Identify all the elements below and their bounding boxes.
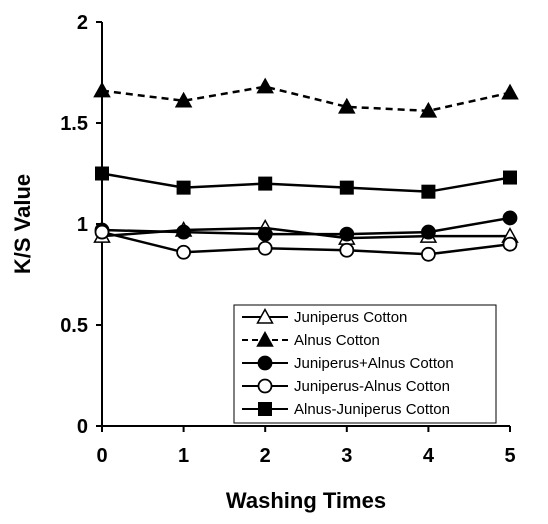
data-point — [257, 240, 273, 256]
data-point — [338, 97, 356, 114]
legend-label: Juniperus+Alnus Cotton — [294, 355, 454, 372]
series-line — [101, 172, 511, 193]
x-tick-label: 3 — [341, 445, 352, 467]
series-line — [101, 85, 511, 113]
data-point — [93, 81, 111, 98]
legend-label: Alnus-Juniperus Cotton — [294, 401, 450, 418]
data-point — [256, 77, 274, 94]
data-point — [339, 180, 354, 195]
legend-marker — [256, 307, 274, 324]
x-axis-title: Washing Times — [226, 488, 386, 513]
y-axis-title: K/S Value — [10, 174, 35, 274]
legend-label: Juniperus-Alnus Cotton — [294, 378, 450, 395]
data-point — [501, 83, 519, 100]
data-point — [176, 224, 192, 240]
legend-marker — [256, 330, 274, 347]
data-point — [420, 246, 436, 262]
series-line — [101, 216, 511, 236]
data-point — [176, 180, 191, 195]
x-tick-label: 5 — [504, 445, 515, 467]
data-point — [502, 210, 518, 226]
data-point — [419, 101, 438, 118]
y-tick-label: 1.5 — [60, 113, 88, 135]
data-point — [421, 184, 436, 199]
data-point — [502, 236, 518, 252]
data-point — [95, 166, 109, 181]
series-group — [93, 77, 519, 262]
y-tick-label: 2 — [77, 12, 88, 34]
data-point — [94, 224, 110, 240]
axes: 0 0.5 1 1.5 2 0 1 2 3 4 5 — [60, 12, 515, 467]
x-tick-label: 2 — [260, 445, 271, 467]
legend: Juniperus Cotton Alnus Cotton Juniperus+Al… — [233, 304, 497, 424]
data-point — [174, 91, 193, 108]
series-5 — [95, 166, 517, 199]
data-point — [503, 170, 517, 185]
series-line — [101, 230, 511, 256]
y-tick-label: 0.5 — [60, 315, 88, 337]
series-2 — [93, 77, 519, 118]
legend-label: Juniperus Cotton — [294, 309, 407, 326]
x-tick-label: 1 — [178, 445, 189, 467]
legend-marker — [258, 402, 272, 416]
series-4 — [94, 224, 518, 262]
x-tick-label: 0 — [96, 445, 107, 467]
data-point — [176, 244, 192, 260]
data-point — [420, 224, 436, 240]
data-point — [257, 226, 273, 242]
data-point — [258, 176, 273, 191]
data-point — [339, 242, 355, 258]
legend-label: Alnus Cotton — [294, 332, 380, 349]
data-point — [339, 226, 355, 242]
y-tick-label: 1 — [77, 214, 88, 236]
legend-marker — [257, 355, 273, 371]
x-tick-label: 4 — [423, 445, 435, 467]
legend-marker — [257, 378, 273, 394]
y-tick-label: 0 — [77, 416, 88, 438]
